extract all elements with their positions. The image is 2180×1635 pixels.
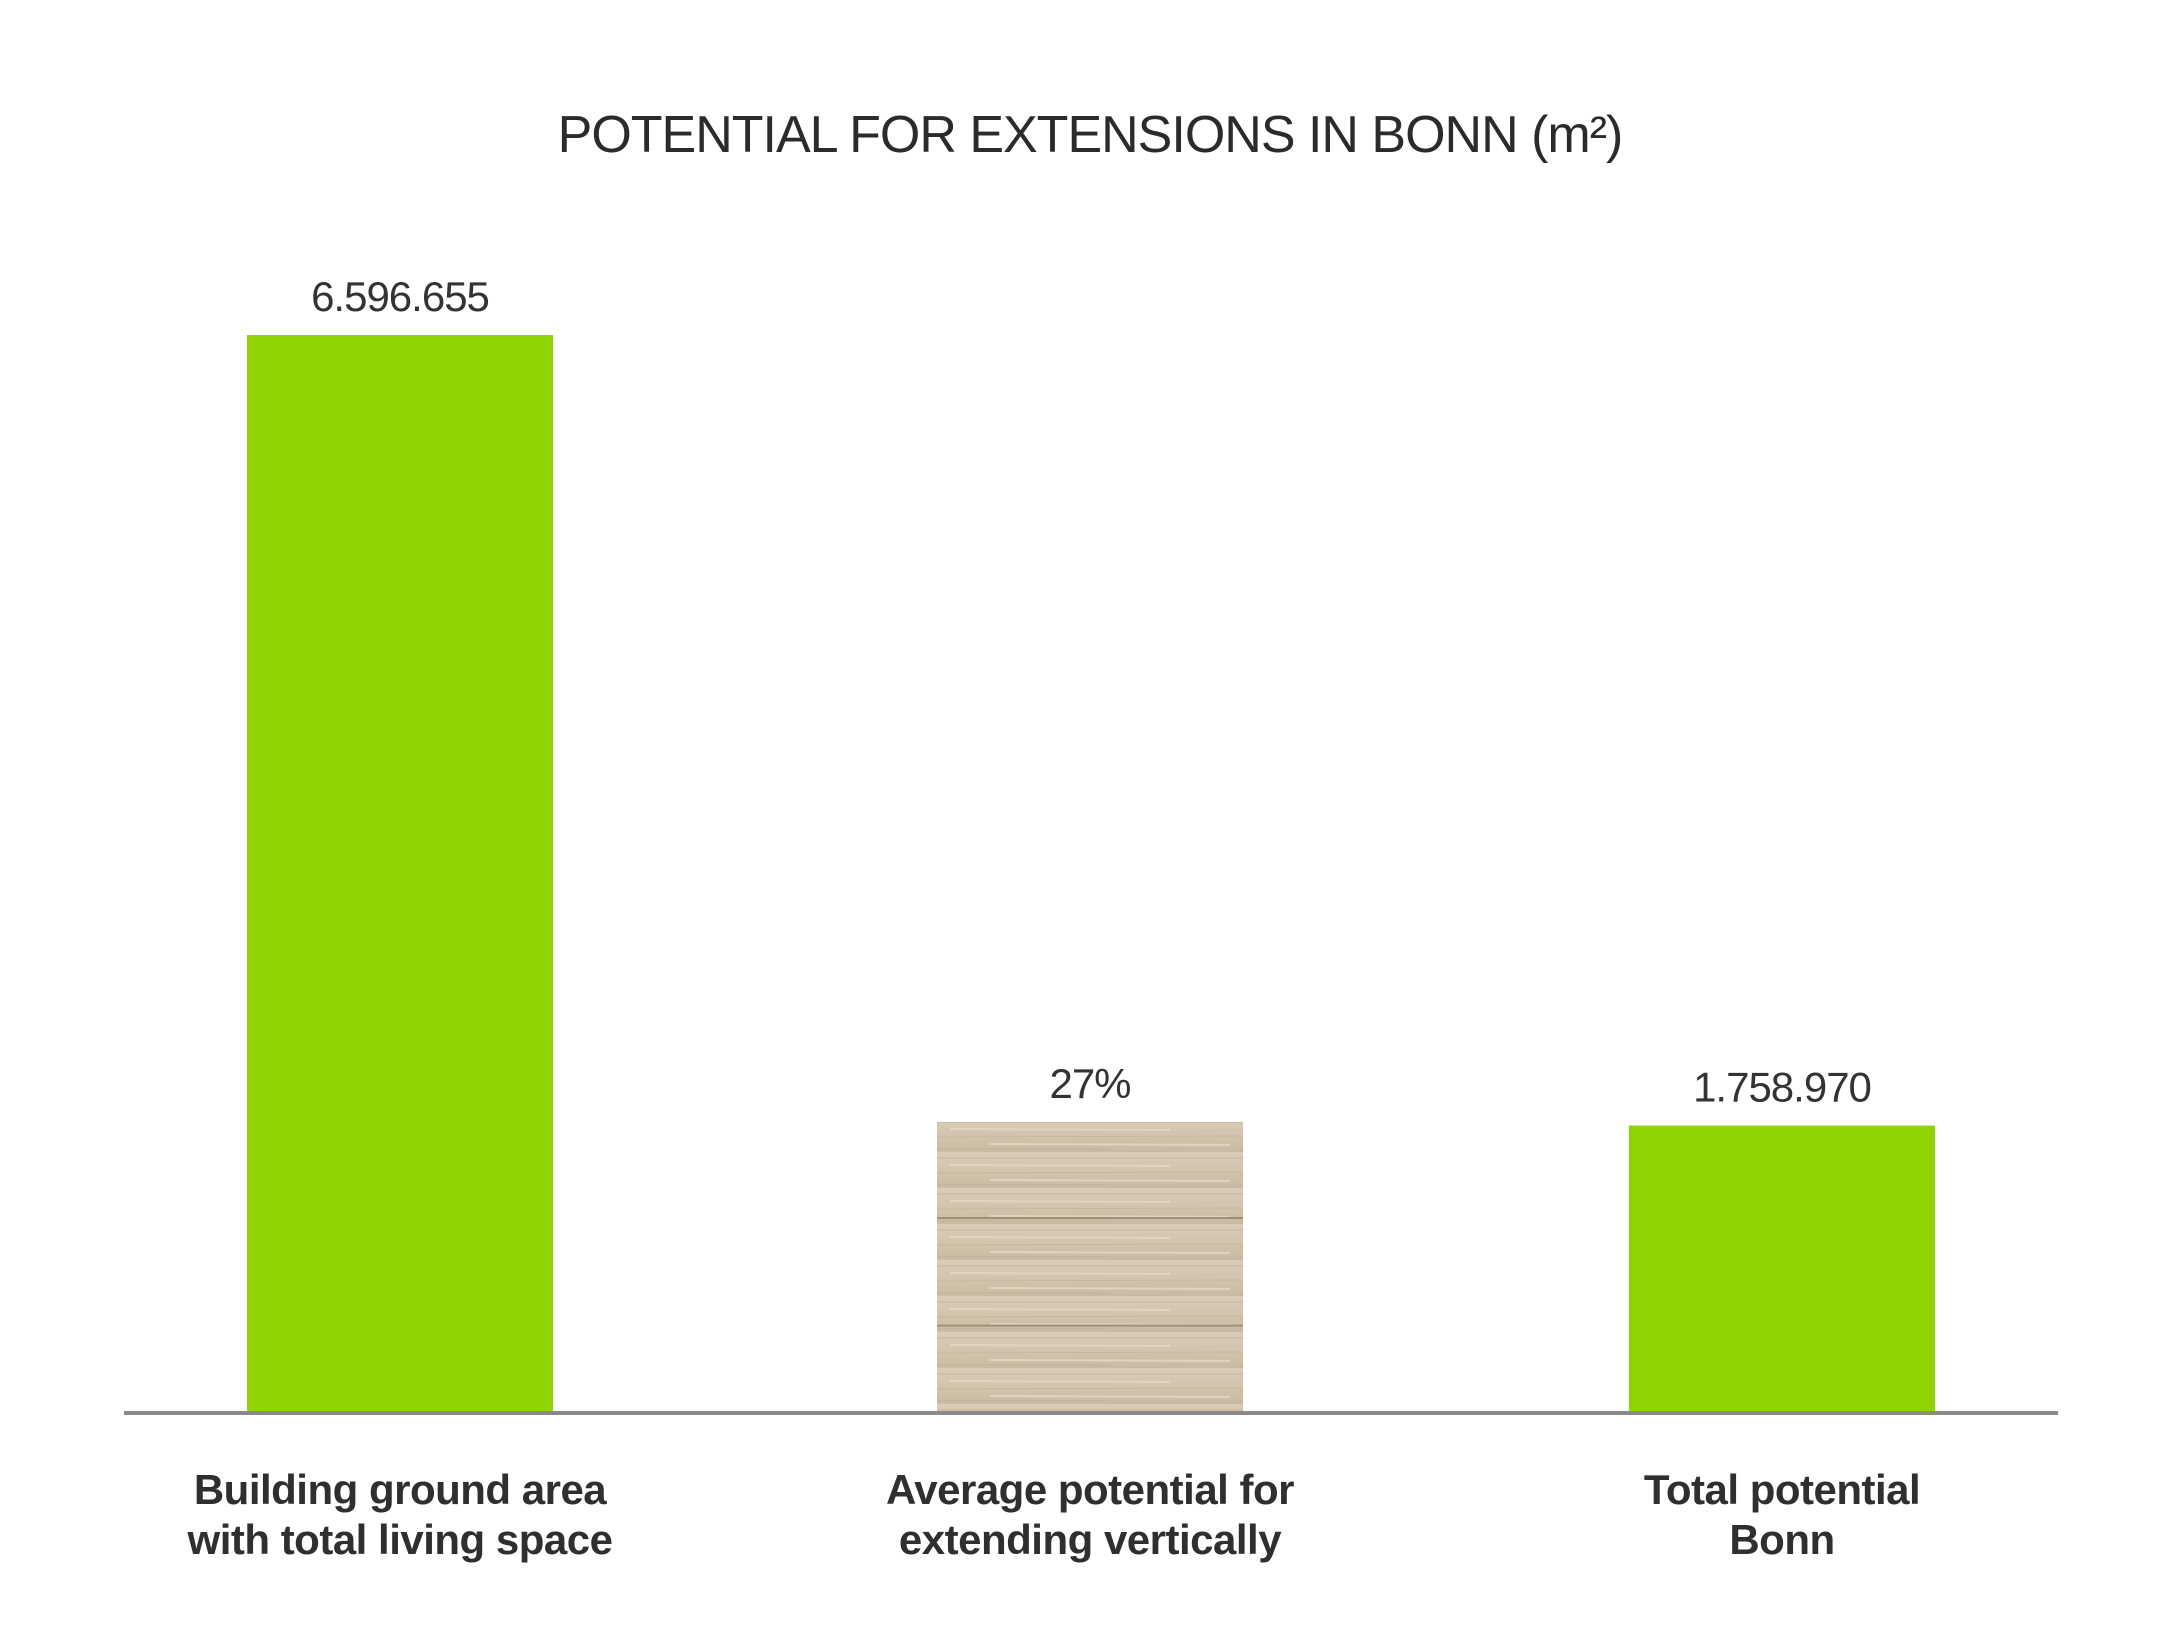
category-label-2-line-2: extending vertically xyxy=(899,1516,1282,1563)
bar-3 xyxy=(1629,1125,1935,1413)
value-label-2: 27% xyxy=(1049,1060,1130,1107)
bar-2 xyxy=(937,1121,1243,1413)
chart-title: POTENTIAL FOR EXTENSIONS IN BONN (m²) xyxy=(558,106,1623,164)
bar-1 xyxy=(247,335,553,1413)
category-label-1-line-1: Building ground area xyxy=(194,1466,607,1513)
category-label-3-line-2: Bonn xyxy=(1729,1516,1834,1563)
category-label-3-line-1: Total potential xyxy=(1644,1466,1920,1513)
category-label-1-line-2: with total living space xyxy=(187,1516,613,1563)
value-label-1: 6.596.655 xyxy=(311,273,489,320)
category-label-2-line-1: Average potential for xyxy=(886,1466,1294,1513)
value-label-3: 1.758.970 xyxy=(1693,1064,1871,1111)
